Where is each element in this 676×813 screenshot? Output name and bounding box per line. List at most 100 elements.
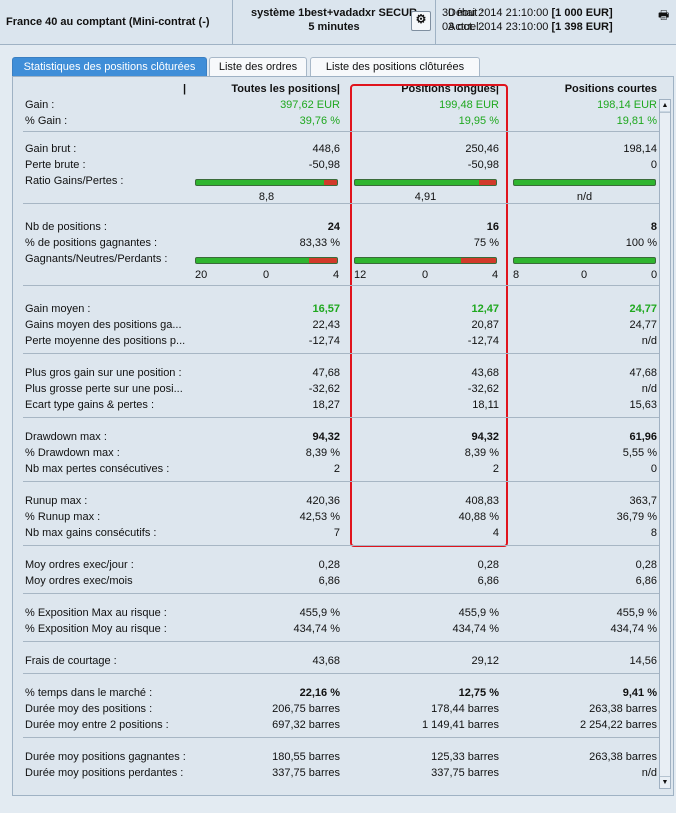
ratio-bar xyxy=(195,179,338,186)
tab-liste-ordres[interactable]: Liste des ordres xyxy=(209,57,307,76)
stat-value: 0,28 xyxy=(318,559,340,571)
vertical-scrollbar[interactable]: ▲ ▼ xyxy=(659,99,671,789)
stat-value: 199,48 EUR xyxy=(439,99,499,111)
stat-label: Runup max : xyxy=(25,495,88,507)
highlight-box xyxy=(350,84,508,547)
stat-value: 100 % xyxy=(625,237,657,249)
stat-label: Perte moyenne des positions p... xyxy=(25,335,186,347)
stat-label: Frais de courtage : xyxy=(25,655,117,667)
ratio-bar xyxy=(354,179,497,186)
stat-value: 0,28 xyxy=(635,559,657,571)
tab-statistiques[interactable]: Statistiques des positions clôturées xyxy=(12,57,207,76)
stat-value: 14,56 xyxy=(629,655,657,667)
settings-wrench-icon[interactable]: ⚙ xyxy=(411,11,431,31)
stat-label: % Runup max : xyxy=(25,511,101,523)
ratio-bar xyxy=(513,179,656,186)
stat-value: 24 xyxy=(327,221,340,233)
instrument-name[interactable]: France 40 au comptant (Mini-contrat (-) xyxy=(0,0,233,44)
win-loss-count: 0 xyxy=(263,269,270,281)
print-icon[interactable]: 🖶 xyxy=(658,8,670,22)
stat-value: 198,14 xyxy=(623,143,657,155)
win-loss-bar xyxy=(354,257,497,264)
stat-value: 337,75 barres xyxy=(272,767,340,779)
stat-value: 6,86 xyxy=(635,575,657,587)
column-header-short[interactable]: Positions courtes xyxy=(564,83,657,95)
stat-value: 180,55 barres xyxy=(272,751,340,763)
stat-value: 198,14 EUR xyxy=(597,99,657,111)
stat-value: 408,83 xyxy=(465,495,499,507)
stat-value: 6,86 xyxy=(477,575,499,587)
section-divider xyxy=(23,417,659,418)
section-divider xyxy=(23,481,659,482)
system-timeframe: 5 minutes xyxy=(308,21,360,33)
stat-value: 94,32 xyxy=(312,431,340,443)
stat-value: n/d xyxy=(641,767,657,779)
actuel-label: Actuel : xyxy=(448,21,485,33)
stat-value: 8 xyxy=(650,527,657,539)
stat-value: 36,79 % xyxy=(616,511,657,523)
stat-label: % de positions gagnantes : xyxy=(25,237,158,249)
stat-value: 61,96 xyxy=(629,431,657,443)
stat-label: Perte brute : xyxy=(25,159,86,171)
stat-label: Ratio Gains/Pertes : xyxy=(25,175,124,187)
win-loss-count: 0 xyxy=(422,269,429,281)
stat-label: % Exposition Max au risque : xyxy=(25,607,167,619)
section-divider xyxy=(23,285,659,286)
stat-label: Gains moyen des positions ga... xyxy=(25,319,182,331)
stat-value: 22,43 xyxy=(312,319,340,331)
stat-value: 125,33 barres xyxy=(431,751,499,763)
section-divider xyxy=(23,737,659,738)
column-separator: | xyxy=(183,83,187,95)
stat-label: Durée moy des positions : xyxy=(25,703,153,715)
stat-value: 420,36 xyxy=(306,495,340,507)
win-loss-count: 4 xyxy=(333,269,340,281)
scroll-thumb[interactable] xyxy=(660,112,670,777)
stat-value: 4 xyxy=(492,527,499,539)
statistics-panel: | Toutes les positions| Positions longue… xyxy=(12,76,674,796)
top-bar: France 40 au comptant (Mini-contrat (-) … xyxy=(0,0,676,45)
stat-value: 0,28 xyxy=(477,559,499,571)
stat-value: 434,74 % xyxy=(610,623,657,635)
instrument-label: France 40 au comptant (Mini-contrat (-) xyxy=(6,16,210,28)
stat-value: 448,6 xyxy=(312,143,340,155)
scroll-down-icon[interactable]: ▼ xyxy=(660,777,670,788)
actuel-capital: [1 398 EUR] xyxy=(551,21,613,33)
tab-liste-positions[interactable]: Liste des positions clôturées xyxy=(310,57,480,76)
win-loss-bar xyxy=(513,257,656,264)
stat-value: 12,75 % xyxy=(458,687,499,699)
win-loss-count: 12 xyxy=(354,269,367,281)
stat-value: -50,98 xyxy=(467,159,499,171)
scroll-up-icon[interactable]: ▲ xyxy=(660,100,670,111)
stat-label: Plus gros gain sur une position : xyxy=(25,367,182,379)
ratio-value: 4,91 xyxy=(414,191,437,203)
section-divider xyxy=(23,131,659,132)
stat-value: 75 % xyxy=(473,237,499,249)
column-header-long[interactable]: Positions longues| xyxy=(401,83,499,95)
stat-label: Nb max gains consécutifs : xyxy=(25,527,157,539)
stat-value: 0 xyxy=(650,159,657,171)
stat-label: Gain moyen : xyxy=(25,303,91,315)
stat-value: 39,76 % xyxy=(299,115,340,127)
stat-value: n/d xyxy=(641,383,657,395)
stat-value: 16 xyxy=(486,221,499,233)
ratio-value: 8,8 xyxy=(258,191,275,203)
debut-capital: [1 000 EUR] xyxy=(551,7,613,19)
stat-value: 455,9 % xyxy=(458,607,499,619)
bar-loss-segment xyxy=(479,180,496,185)
win-loss-count: 8 xyxy=(513,269,520,281)
bar-loss-segment xyxy=(308,258,337,263)
stat-value: 94,32 xyxy=(471,431,499,443)
section-divider xyxy=(23,593,659,594)
column-header-all[interactable]: Toutes les positions| xyxy=(231,83,340,95)
stat-value: 434,74 % xyxy=(452,623,499,635)
stat-value: 5,55 % xyxy=(622,447,657,459)
stat-label: Durée moy positions gagnantes : xyxy=(25,751,186,763)
stat-value: 263,38 barres xyxy=(589,751,657,763)
stat-value: 15,63 xyxy=(629,399,657,411)
stat-value: 9,41 % xyxy=(622,687,657,699)
bar-loss-segment xyxy=(460,258,496,263)
system-name: système 1best+vadadxr SECUR xyxy=(251,7,417,19)
stat-value: 22,16 % xyxy=(299,687,340,699)
section-divider xyxy=(23,545,659,546)
stat-value: 24,77 xyxy=(629,319,657,331)
